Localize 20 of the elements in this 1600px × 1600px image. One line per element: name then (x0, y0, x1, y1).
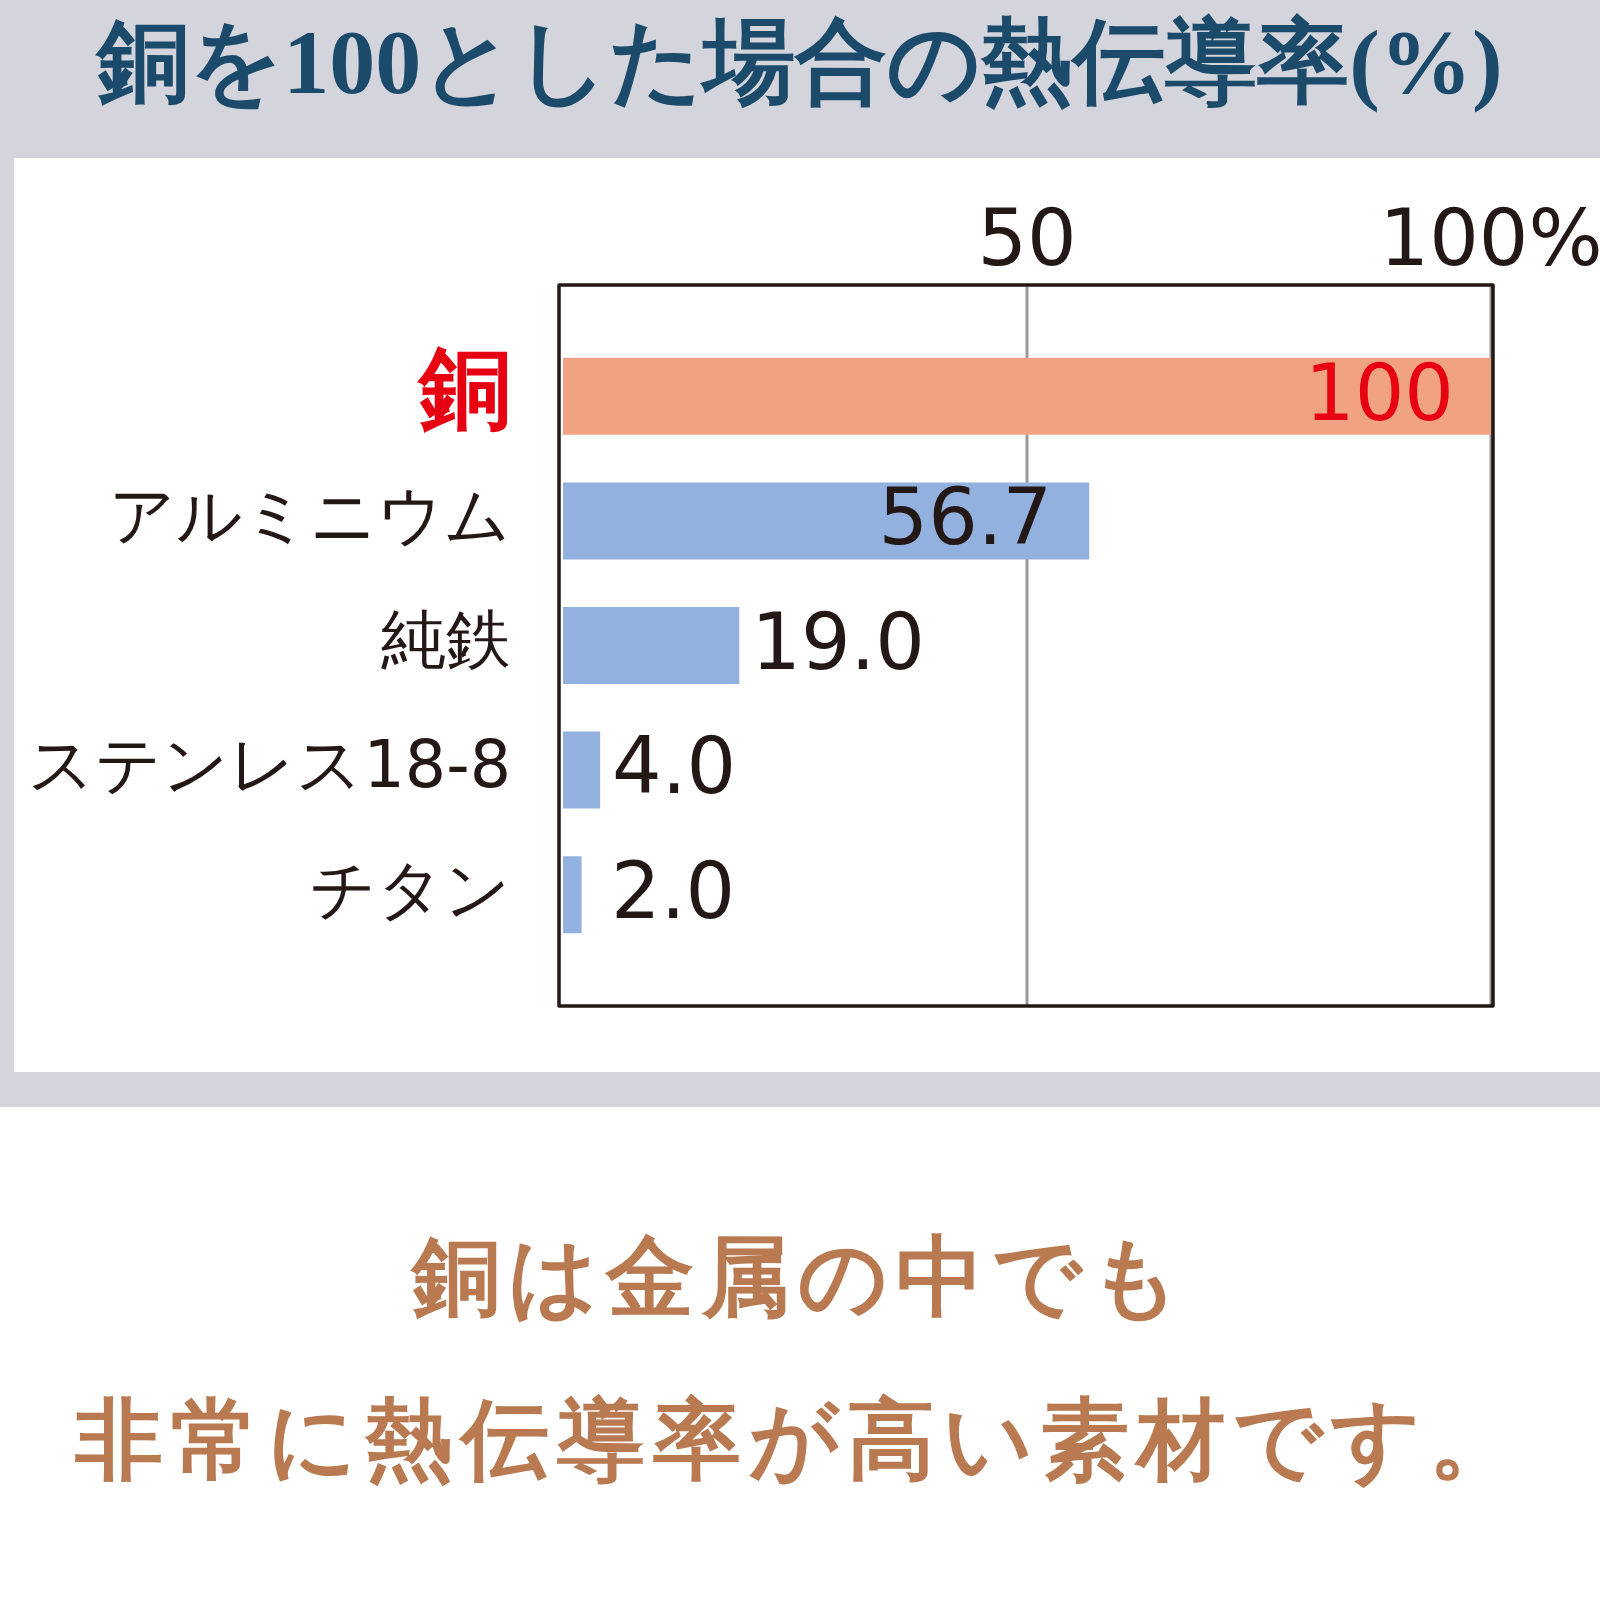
data-label: 4.0 (612, 721, 737, 812)
y-tick-label: 銅 (416, 335, 511, 443)
data-label: 2.0 (611, 845, 736, 936)
y-tick-label: アルミニウム (109, 477, 511, 553)
bar (563, 357, 1491, 435)
data-label: 56.7 (878, 472, 1053, 563)
x-tick-label: 50 (977, 193, 1077, 284)
text: 非常に熱伝導率が高い素材です。 (75, 1387, 1525, 1491)
data-label: 100 (1305, 347, 1454, 438)
y-tick-label: 純鉄 (381, 602, 511, 678)
chart-title: 銅を100とした場合の熱伝導率(%) (97, 11, 1503, 113)
y-tick-label: チタン (310, 851, 511, 927)
bar (563, 607, 740, 684)
data-label: 19.0 (751, 596, 925, 687)
text: 銅は金属の中でも (412, 1224, 1188, 1328)
bar (563, 856, 582, 934)
bar (563, 482, 1090, 560)
x-tick-label: 100% (1379, 193, 1600, 284)
bar (563, 731, 601, 809)
y-tick-label: ステンレス18-8 (28, 726, 511, 802)
